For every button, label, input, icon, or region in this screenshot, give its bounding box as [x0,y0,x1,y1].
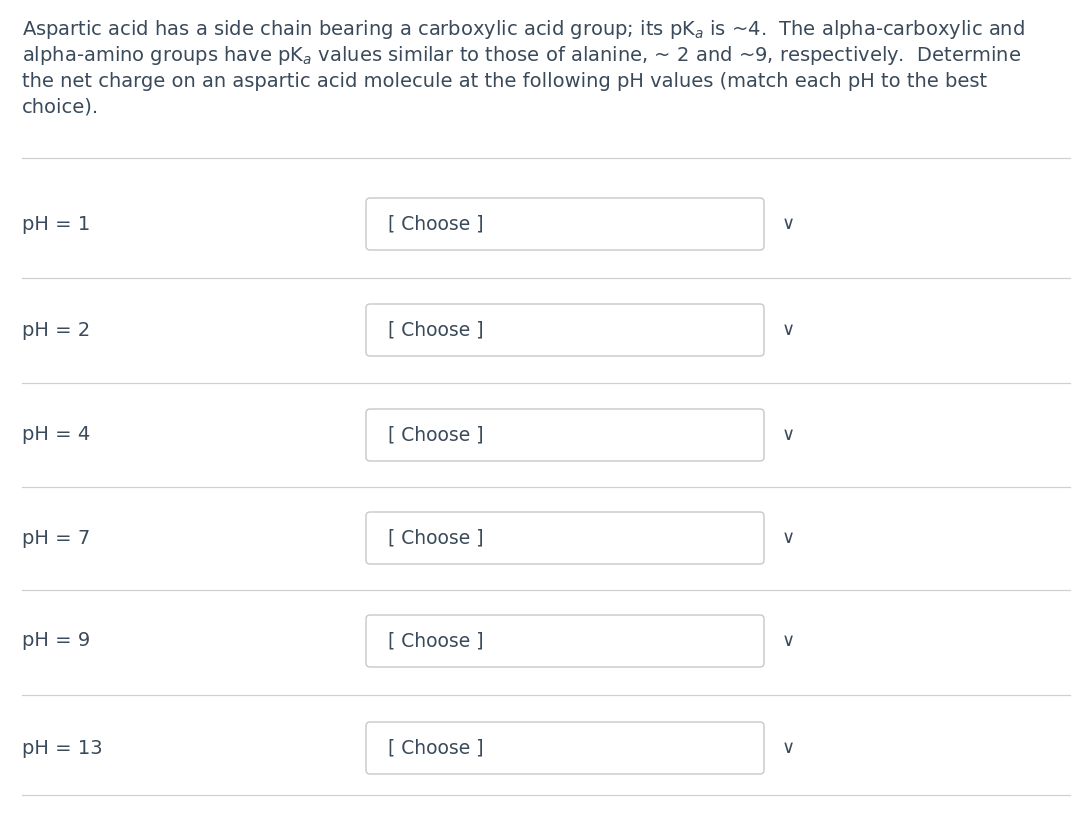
Text: ∨: ∨ [782,529,795,547]
Text: [ Choose ]: [ Choose ] [388,426,484,444]
Text: [ Choose ]: [ Choose ] [388,528,484,548]
Text: [ Choose ]: [ Choose ] [388,215,484,234]
Text: ∨: ∨ [782,321,795,339]
Text: pH = 9: pH = 9 [22,632,91,650]
Text: pH = 7: pH = 7 [22,528,91,548]
FancyBboxPatch shape [366,722,764,774]
Text: ∨: ∨ [782,426,795,444]
Text: [ Choose ]: [ Choose ] [388,632,484,650]
Text: ∨: ∨ [782,739,795,757]
Text: the net charge on an aspartic acid molecule at the following pH values (match ea: the net charge on an aspartic acid molec… [22,72,987,91]
Text: pH = 13: pH = 13 [22,738,103,758]
Text: pH = 4: pH = 4 [22,426,91,444]
Text: pH = 1: pH = 1 [22,215,91,234]
Text: alpha-amino groups have pK$_a$ values similar to those of alanine, ~ 2 and ~9, r: alpha-amino groups have pK$_a$ values si… [22,44,1021,67]
FancyBboxPatch shape [366,512,764,564]
FancyBboxPatch shape [366,615,764,667]
Text: ∨: ∨ [782,632,795,650]
FancyBboxPatch shape [366,304,764,356]
Text: Aspartic acid has a side chain bearing a carboxylic acid group; its pK$_a$ is ~4: Aspartic acid has a side chain bearing a… [22,18,1025,41]
Text: ∨: ∨ [782,215,795,233]
FancyBboxPatch shape [366,198,764,250]
Text: [ Choose ]: [ Choose ] [388,738,484,758]
FancyBboxPatch shape [366,409,764,461]
Text: choice).: choice). [22,98,99,116]
Text: [ Choose ]: [ Choose ] [388,321,484,339]
Text: pH = 2: pH = 2 [22,321,91,339]
